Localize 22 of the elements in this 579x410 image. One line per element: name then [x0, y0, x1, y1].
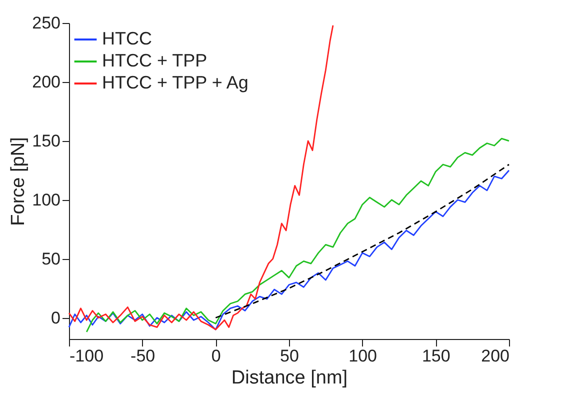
y-tick-label: 50	[42, 249, 60, 268]
legend-label: HTCC + TPP	[102, 50, 208, 70]
y-tick-label: 200	[32, 72, 60, 92]
y-axis-title: Force [pN]	[8, 137, 30, 226]
line-series	[68, 24, 334, 330]
y-tick-label: 100	[32, 190, 60, 210]
y-tick-label: 250	[32, 14, 60, 32]
legend-label: HTCC + TPP + Ag	[102, 72, 248, 92]
x-tick-label: 150	[422, 346, 450, 366]
x-axis-title: Distance [nm]	[231, 368, 348, 388]
line-series	[68, 170, 510, 330]
y-tick-label: 0	[51, 308, 60, 328]
x-tick-label: 50	[280, 346, 299, 366]
x-tick-label: 200	[481, 346, 510, 366]
x-tick-label: 0	[211, 346, 221, 366]
x-tick-label: -50	[130, 346, 156, 366]
line-series	[214, 164, 510, 318]
line-series	[86, 138, 510, 333]
y-tick-label: 150	[32, 131, 60, 150]
x-tick-label: 100	[348, 346, 378, 366]
x-tick-label: -100	[70, 346, 104, 366]
legend-label: HTCC	[102, 28, 152, 48]
